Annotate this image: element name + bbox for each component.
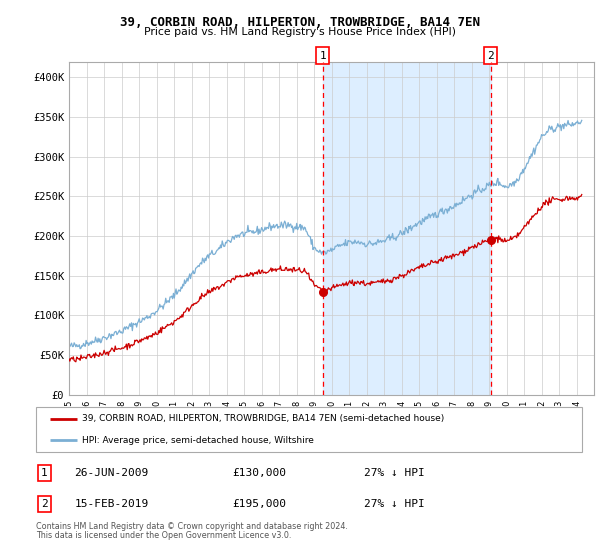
Text: 15-FEB-2019: 15-FEB-2019: [74, 499, 148, 509]
Text: £195,000: £195,000: [233, 499, 287, 509]
FancyBboxPatch shape: [36, 407, 582, 452]
Text: 39, CORBIN ROAD, HILPERTON, TROWBRIDGE, BA14 7EN: 39, CORBIN ROAD, HILPERTON, TROWBRIDGE, …: [120, 16, 480, 29]
Text: Price paid vs. HM Land Registry's House Price Index (HPI): Price paid vs. HM Land Registry's House …: [144, 27, 456, 37]
Bar: [323, 62, 491, 395]
Text: 27% ↓ HPI: 27% ↓ HPI: [364, 499, 424, 509]
Text: 39, CORBIN ROAD, HILPERTON, TROWBRIDGE, BA14 7EN (semi-detached house): 39, CORBIN ROAD, HILPERTON, TROWBRIDGE, …: [82, 414, 445, 423]
Text: This data is licensed under the Open Government Licence v3.0.: This data is licensed under the Open Gov…: [36, 531, 292, 540]
Text: 26-JUN-2009: 26-JUN-2009: [74, 468, 148, 478]
Text: Contains HM Land Registry data © Crown copyright and database right 2024.: Contains HM Land Registry data © Crown c…: [36, 522, 348, 531]
Text: HPI: Average price, semi-detached house, Wiltshire: HPI: Average price, semi-detached house,…: [82, 436, 314, 445]
Text: 1: 1: [41, 468, 47, 478]
Text: 2: 2: [487, 50, 494, 60]
Text: £130,000: £130,000: [233, 468, 287, 478]
Text: 27% ↓ HPI: 27% ↓ HPI: [364, 468, 424, 478]
Text: 2: 2: [41, 499, 47, 509]
Text: 1: 1: [319, 50, 326, 60]
